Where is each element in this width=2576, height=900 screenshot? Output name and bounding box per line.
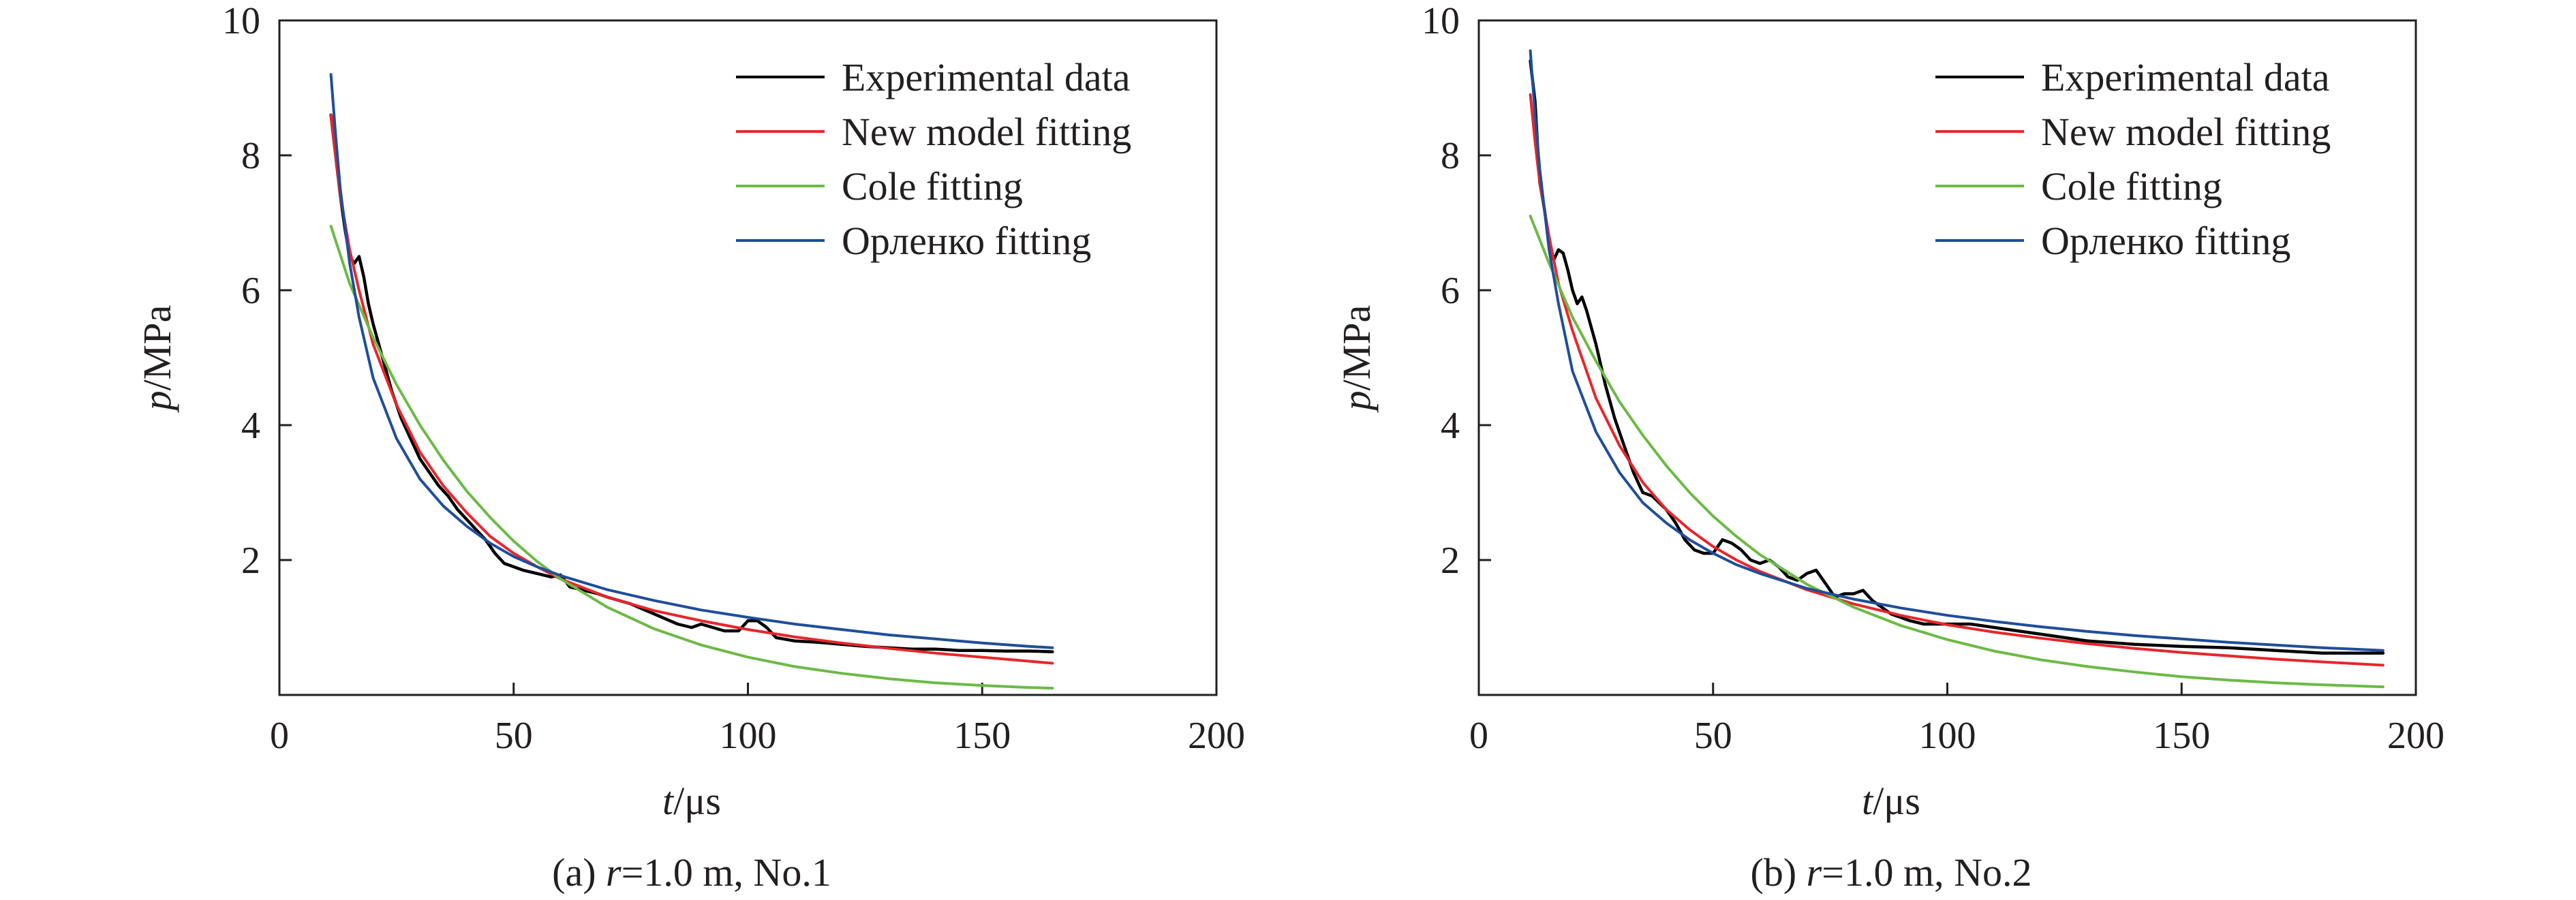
legend-label-a-4: Орленко fitting bbox=[842, 219, 1091, 263]
x-tick-label-b: 100 bbox=[1919, 715, 1976, 757]
x-tick-label-a: 150 bbox=[953, 715, 1011, 757]
x-axis-label-b: t/μs bbox=[1862, 779, 1920, 823]
series-line-b-4 bbox=[1529, 49, 2385, 652]
series-line-a-4 bbox=[329, 73, 1054, 649]
series-line-b-1 bbox=[1529, 59, 2385, 655]
y-tick-label-a: 4 bbox=[241, 405, 260, 447]
y-tick-label-a: 10 bbox=[222, 0, 260, 42]
y-tick-label-b: 6 bbox=[1441, 270, 1460, 312]
y-axis-label-b: p/MPa bbox=[1334, 305, 1379, 414]
y-tick-label-a: 6 bbox=[241, 270, 260, 312]
x-tick-label-a: 0 bbox=[270, 715, 289, 757]
y-axis-label-a: p/MPa bbox=[135, 305, 179, 414]
x-tick-label-a: 100 bbox=[720, 715, 777, 757]
chart-panel-a: 0 50 100 150 200 2 4 6 8 10 Experimental data New m… bbox=[135, 0, 1245, 895]
y-tick-label-b: 4 bbox=[1441, 405, 1460, 447]
series-line-b-2 bbox=[1529, 93, 2385, 667]
caption-a: (a) r=1.0 m, No.1 bbox=[552, 850, 831, 895]
caption-b: (b) r=1.0 m, No.2 bbox=[1751, 850, 2032, 895]
x-tick-label-b: 50 bbox=[1694, 715, 1732, 757]
legend-label-a-2: New model fitting bbox=[842, 110, 1131, 154]
legend-label-b-2: New model fitting bbox=[2041, 110, 2331, 154]
legend-label-b-1: Experimental data bbox=[2041, 55, 2330, 99]
x-axis-label-a: t/μs bbox=[662, 779, 721, 823]
x-tick-label-b: 200 bbox=[2387, 715, 2444, 757]
y-tick-label-b: 10 bbox=[1422, 0, 1460, 42]
y-tick-label-b: 2 bbox=[1441, 540, 1460, 582]
x-tick-label-b: 150 bbox=[2153, 715, 2210, 757]
legend-b: Experimental data New model fitting Cole f… bbox=[1935, 55, 2331, 263]
x-tick-label-b: 0 bbox=[1469, 715, 1488, 757]
x-tick-label-a: 50 bbox=[495, 715, 533, 757]
legend-label-a-3: Cole fitting bbox=[842, 164, 1023, 208]
y-tick-label-a: 8 bbox=[241, 135, 260, 177]
legend-label-a-1: Experimental data bbox=[842, 55, 1131, 99]
series-line-a-3 bbox=[329, 224, 1054, 690]
series-line-b-3 bbox=[1529, 215, 2385, 689]
x-tick-label-a: 200 bbox=[1188, 715, 1245, 757]
legend-label-b-4: Орленко fitting bbox=[2041, 219, 2290, 263]
y-tick-label-b: 8 bbox=[1441, 135, 1460, 177]
chart-panel-b: 0 50 100 150 200 2 4 6 8 10 Experimental data New m… bbox=[1334, 0, 2444, 895]
legend-a: Experimental data New model fitting Cole f… bbox=[736, 55, 1131, 263]
y-tick-label-a: 2 bbox=[241, 540, 260, 582]
legend-label-b-3: Cole fitting bbox=[2041, 164, 2222, 208]
